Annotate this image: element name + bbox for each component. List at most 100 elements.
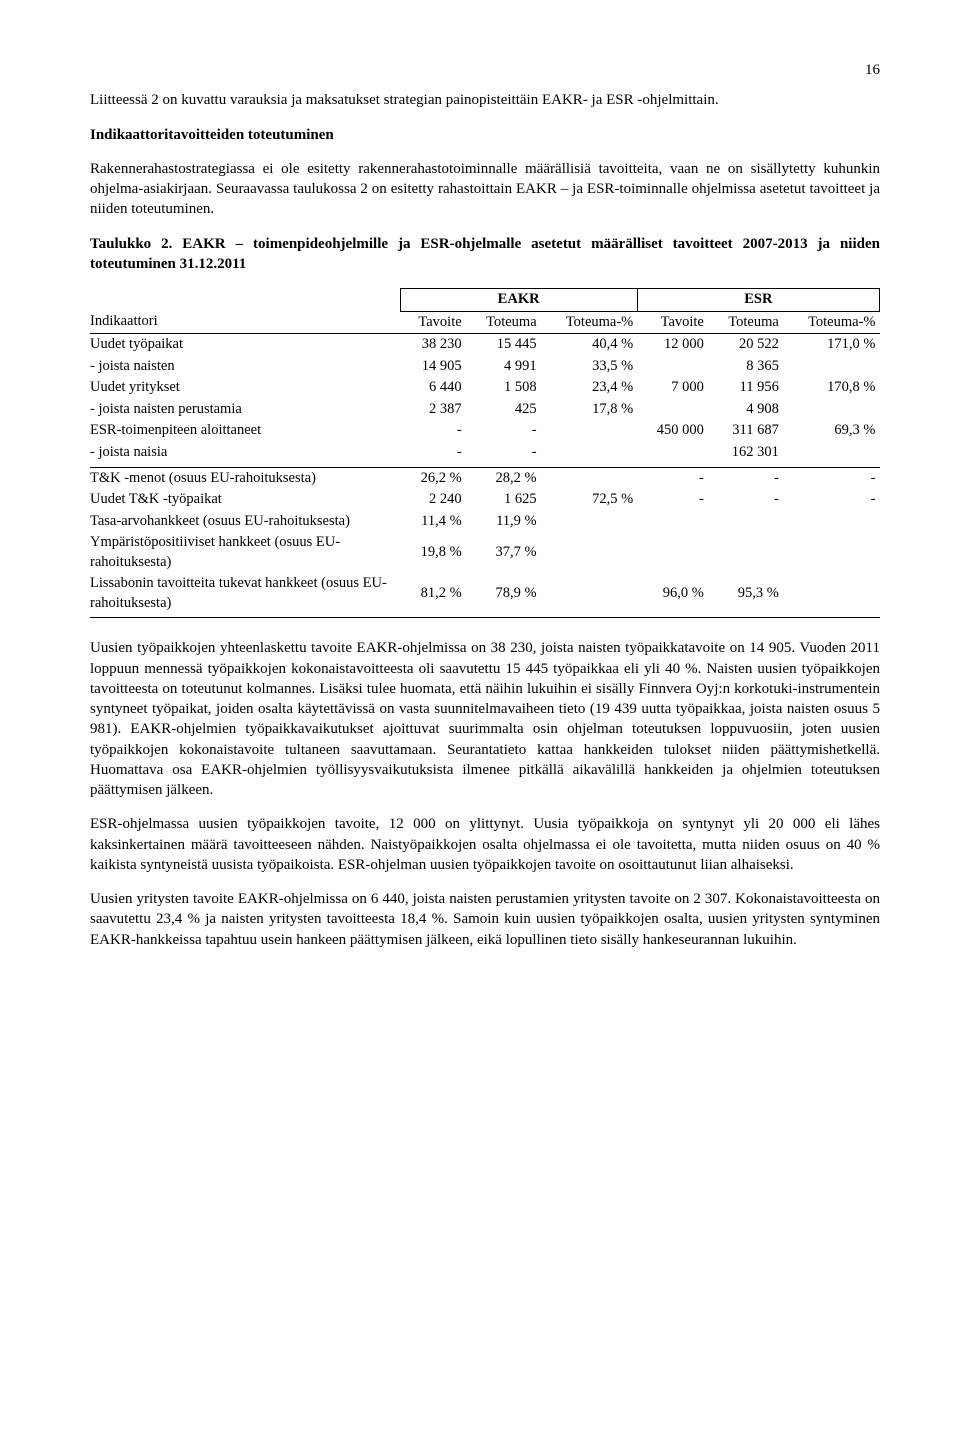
paragraph-companies: Uusien yritysten tavoite EAKR-ohjelmissa… xyxy=(90,889,880,950)
cell xyxy=(783,442,880,467)
table-row: ESR-toimenpiteen aloittaneet--450 000311… xyxy=(90,420,880,442)
cell: 11,9 % xyxy=(466,511,541,533)
cell: 170,8 % xyxy=(783,377,880,399)
cell: - xyxy=(400,420,466,442)
cell: - xyxy=(466,442,541,467)
cell xyxy=(783,356,880,378)
cell xyxy=(708,532,783,573)
cell: 311 687 xyxy=(708,420,783,442)
paragraph-strategy: Rakennerahastostrategiassa ei ole esitet… xyxy=(90,159,880,220)
cell: - xyxy=(783,489,880,511)
cell: 162 301 xyxy=(708,442,783,467)
row-label: Lissabonin tavoitteita tukevat hankkeet … xyxy=(90,573,400,618)
col-indikaattori: Indikaattori xyxy=(90,311,400,334)
table-row: Tasa-arvohankkeet (osuus EU-rahoituksest… xyxy=(90,511,880,533)
cell xyxy=(637,532,708,573)
cell: 14 905 xyxy=(400,356,466,378)
paragraph-eakr-jobs: Uusien työpaikkojen yhteenlaskettu tavoi… xyxy=(90,638,880,800)
cell: 72,5 % xyxy=(541,489,638,511)
table-caption: Taulukko 2. EAKR – toimenpideohjelmille … xyxy=(90,234,880,275)
row-label: - joista naisten perustamia xyxy=(90,399,400,421)
table-column-header-row: Indikaattori Tavoite Toteuma Toteuma-% T… xyxy=(90,311,880,334)
cell: 450 000 xyxy=(637,420,708,442)
row-label: Uudet T&K -työpaikat xyxy=(90,489,400,511)
row-label: - joista naisten xyxy=(90,356,400,378)
cell: 38 230 xyxy=(400,334,466,356)
indicator-table: EAKR ESR Indikaattori Tavoite Toteuma To… xyxy=(90,288,880,618)
cell xyxy=(541,511,638,533)
cell xyxy=(637,399,708,421)
cell: 96,0 % xyxy=(637,573,708,618)
cell xyxy=(637,442,708,467)
table-row: T&K -menot (osuus EU-rahoituksesta)26,2 … xyxy=(90,467,880,489)
cell: 17,8 % xyxy=(541,399,638,421)
cell xyxy=(783,399,880,421)
cell: 7 000 xyxy=(637,377,708,399)
cell: 81,2 % xyxy=(400,573,466,618)
table-group-header-row: EAKR ESR xyxy=(90,289,880,312)
row-label: Uudet yritykset xyxy=(90,377,400,399)
cell: 1 625 xyxy=(466,489,541,511)
table-row: - joista naisten perustamia2 38742517,8 … xyxy=(90,399,880,421)
row-label: Ympäristöpositiiviset hankkeet (osuus EU… xyxy=(90,532,400,573)
table-group-header-empty xyxy=(90,289,400,312)
cell: - xyxy=(400,442,466,467)
col-eakr-tavoite: Tavoite xyxy=(400,311,466,334)
table-group-header-esr: ESR xyxy=(637,289,879,312)
col-eakr-toteuma: Toteuma xyxy=(466,311,541,334)
cell: - xyxy=(637,467,708,489)
col-esr-toteuma: Toteuma xyxy=(708,311,783,334)
cell: 20 522 xyxy=(708,334,783,356)
row-label: T&K -menot (osuus EU-rahoituksesta) xyxy=(90,467,400,489)
cell xyxy=(637,511,708,533)
cell: 4 908 xyxy=(708,399,783,421)
paragraph-intro: Liitteessä 2 on kuvattu varauksia ja mak… xyxy=(90,90,880,110)
cell: 171,0 % xyxy=(783,334,880,356)
cell xyxy=(541,467,638,489)
row-label: - joista naisia xyxy=(90,442,400,467)
cell xyxy=(783,532,880,573)
table-row: Ympäristöpositiiviset hankkeet (osuus EU… xyxy=(90,532,880,573)
cell: 19,8 % xyxy=(400,532,466,573)
cell: 1 508 xyxy=(466,377,541,399)
table-row: Lissabonin tavoitteita tukevat hankkeet … xyxy=(90,573,880,618)
cell: - xyxy=(783,467,880,489)
cell: 12 000 xyxy=(637,334,708,356)
cell xyxy=(637,356,708,378)
table-group-header-eakr: EAKR xyxy=(400,289,637,312)
row-label: Uudet työpaikat xyxy=(90,334,400,356)
table-row: Uudet T&K -työpaikat2 2401 62572,5 %--- xyxy=(90,489,880,511)
cell xyxy=(541,420,638,442)
cell xyxy=(541,442,638,467)
row-label: ESR-toimenpiteen aloittaneet xyxy=(90,420,400,442)
cell: 425 xyxy=(466,399,541,421)
cell: - xyxy=(708,489,783,511)
cell: 26,2 % xyxy=(400,467,466,489)
cell: 23,4 % xyxy=(541,377,638,399)
paragraph-esr-jobs: ESR-ohjelmassa uusien työpaikkojen tavoi… xyxy=(90,814,880,875)
cell: 78,9 % xyxy=(466,573,541,618)
cell xyxy=(783,511,880,533)
cell: 40,4 % xyxy=(541,334,638,356)
cell: 28,2 % xyxy=(466,467,541,489)
cell: 37,7 % xyxy=(466,532,541,573)
cell: 4 991 xyxy=(466,356,541,378)
row-label: Tasa-arvohankkeet (osuus EU-rahoituksest… xyxy=(90,511,400,533)
table-row: Uudet yritykset6 4401 50823,4 %7 00011 9… xyxy=(90,377,880,399)
col-eakr-toteuma-pct: Toteuma-% xyxy=(541,311,638,334)
cell: - xyxy=(708,467,783,489)
table-row: - joista naisten14 9054 99133,5 %8 365 xyxy=(90,356,880,378)
cell: 15 445 xyxy=(466,334,541,356)
cell: - xyxy=(466,420,541,442)
cell xyxy=(708,511,783,533)
cell: 11 956 xyxy=(708,377,783,399)
cell: 95,3 % xyxy=(708,573,783,618)
col-esr-tavoite: Tavoite xyxy=(637,311,708,334)
cell: 8 365 xyxy=(708,356,783,378)
table-row: - joista naisia--162 301 xyxy=(90,442,880,467)
table-row: Uudet työpaikat38 23015 44540,4 %12 0002… xyxy=(90,334,880,356)
cell xyxy=(783,573,880,618)
cell: - xyxy=(637,489,708,511)
cell: 6 440 xyxy=(400,377,466,399)
cell xyxy=(541,532,638,573)
